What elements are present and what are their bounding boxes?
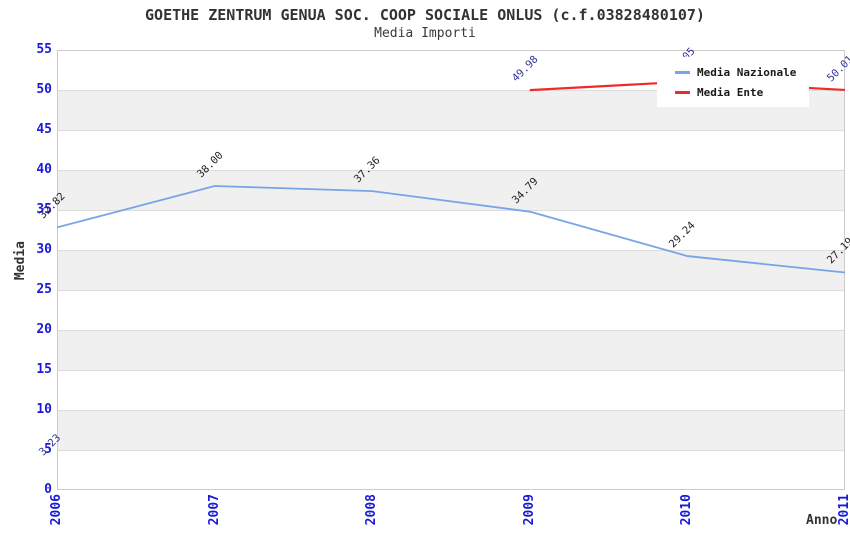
- chart-subtitle: Media Importi: [374, 26, 476, 41]
- legend-item-media-nazionale[interactable]: Media Nazionale: [675, 66, 809, 79]
- x-tick-label-2007: 2007: [206, 494, 222, 526]
- y-tick-label-10: 10: [36, 402, 52, 417]
- data-label-media-nazionale-2009: 34.79: [509, 175, 541, 206]
- plot-svg: [57, 50, 845, 490]
- y-tick-label-40: 40: [36, 162, 52, 177]
- x-tick-label-2009: 2009: [521, 494, 537, 526]
- grid-band: [57, 250, 845, 290]
- x-tick-label-2006: 2006: [49, 494, 64, 526]
- y-tick-label-45: 45: [36, 122, 52, 137]
- data-label-media-nazionale-2007: 38.00: [194, 149, 226, 181]
- x-axis-title: Anno: [806, 513, 838, 528]
- y-tick-label-35: 35: [36, 202, 52, 217]
- y-tick-label-20: 20: [36, 322, 52, 337]
- legend-label-media-nazionale: Media Nazionale: [697, 65, 797, 79]
- y-tick-label-25: 25: [36, 282, 52, 297]
- x-tick-label-2011: 2011: [837, 494, 850, 526]
- data-label-media-nazionale-2010: 29.24: [667, 219, 699, 251]
- legend-label-media-ente: Media Ente: [697, 85, 764, 99]
- plot-border: [57, 50, 845, 490]
- x-tick-label-2008: 2008: [364, 494, 380, 526]
- y-tick-label-50: 50: [36, 82, 52, 97]
- data-label-media-nazionale-2011: 27.19: [824, 235, 850, 267]
- y-tick-label-15: 15: [36, 362, 52, 377]
- y-tick-label-55: 55: [36, 42, 52, 57]
- grid-band: [57, 170, 845, 210]
- data-labels-layer: 32.82 38.00 37.36 34.79 29.24 27.19 3.23 49.98 5…: [37, 45, 850, 490]
- y-tick-label-5: 5: [44, 442, 52, 457]
- data-label-media-nazionale-2006: 32.82: [36, 190, 68, 222]
- data-label-media-ente-2009: 49.98: [509, 53, 541, 85]
- legend-marker-media-nazionale-icon: [675, 70, 690, 74]
- x-tick-label-2010: 2010: [679, 494, 695, 526]
- data-label-media-ente-2011: 50.01: [824, 53, 850, 85]
- chart-title: GOETHE ZENTRUM GENUA SOC. COOP SOCIALE O…: [145, 6, 705, 24]
- legend-marker-media-ente-icon: [675, 90, 690, 94]
- legend: Media Nazionale Media Ente: [657, 57, 809, 107]
- y-tick-label-0: 0: [44, 482, 52, 497]
- series-line-media-nazionale: [57, 185, 845, 274]
- y-tick-label-30: 30: [36, 242, 52, 257]
- plot-area: 32.82 38.00 37.36 34.79 29.24 27.19 3.23 49.98 5…: [37, 45, 850, 490]
- grid-band: [57, 410, 845, 450]
- legend-item-media-ente[interactable]: Media Ente: [675, 86, 809, 99]
- grid-band: [57, 330, 845, 370]
- data-label-media-nazionale-2008: 37.36: [351, 154, 383, 186]
